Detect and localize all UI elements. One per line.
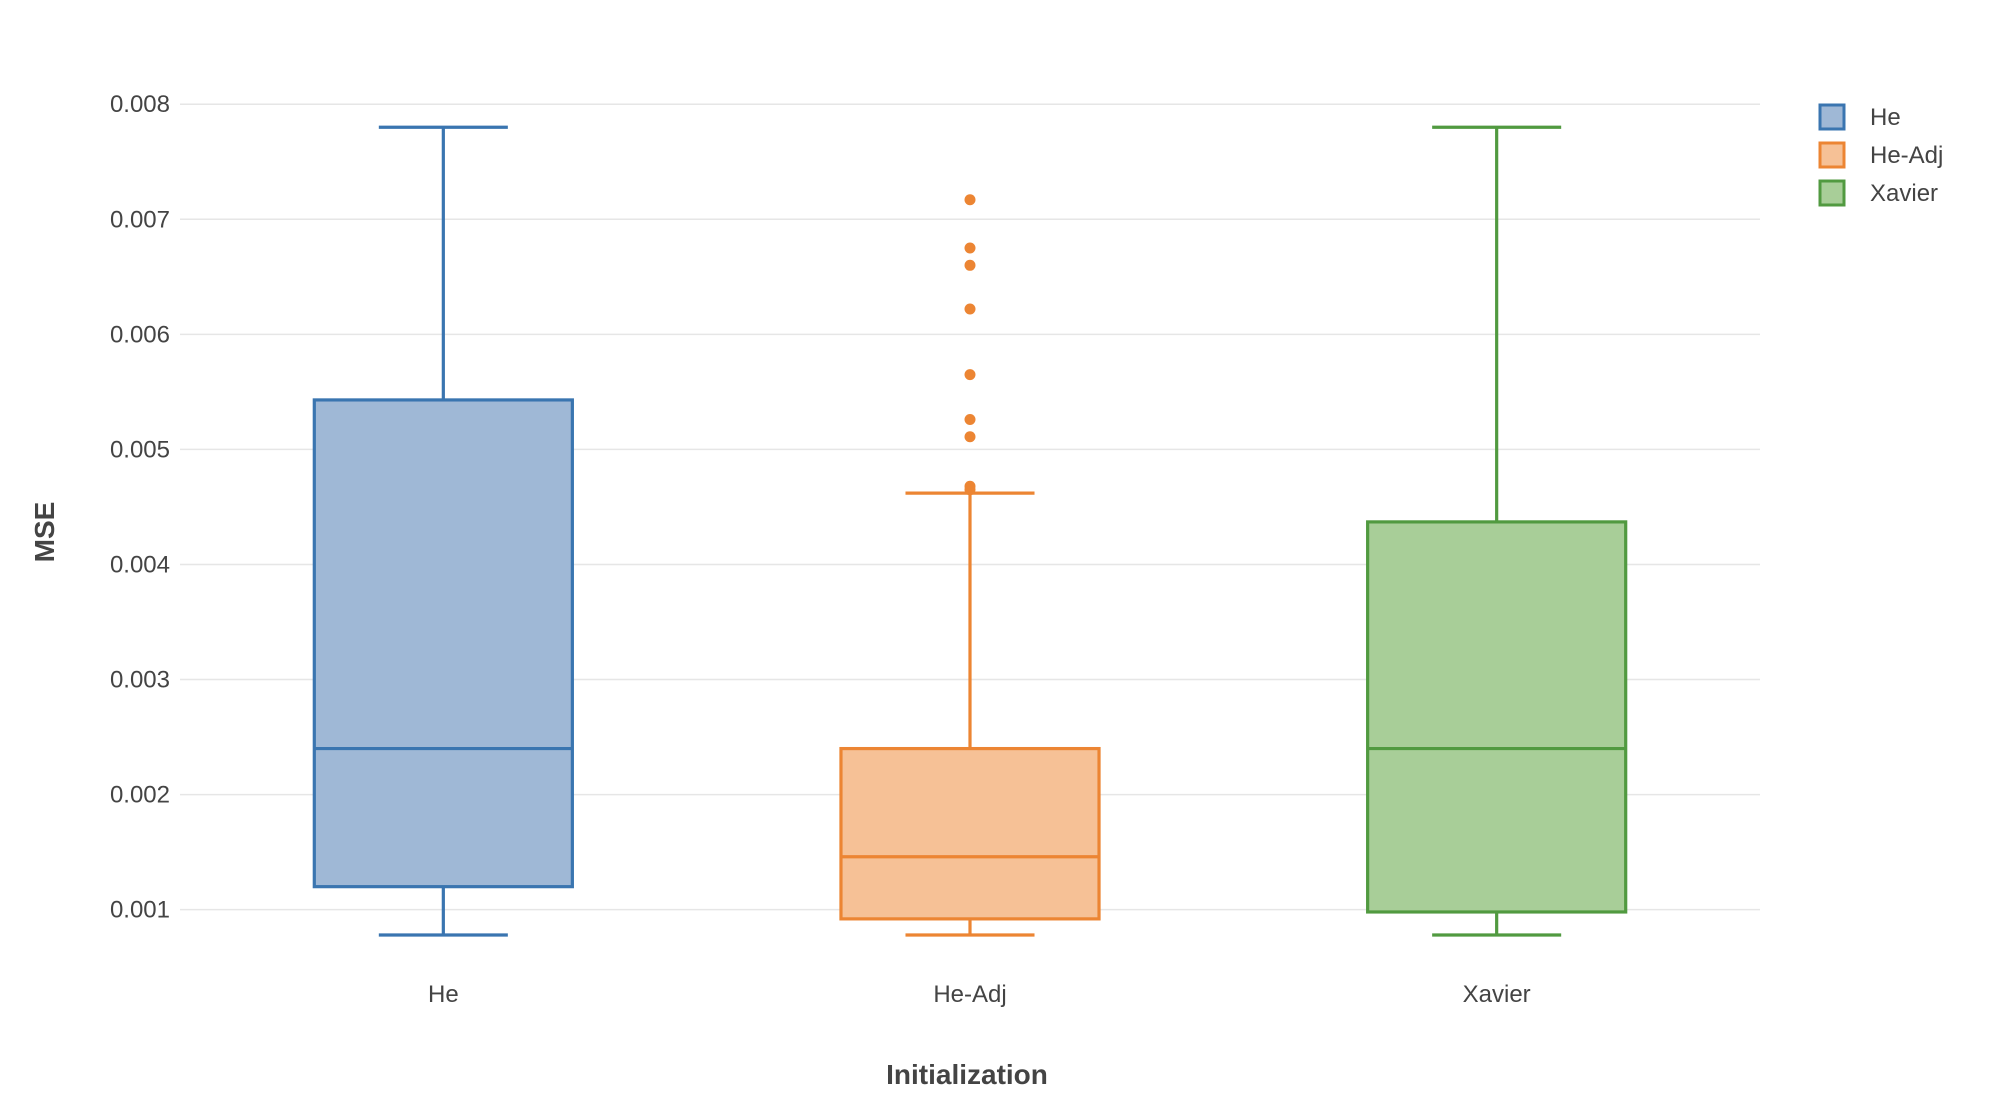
- legend-item-he[interactable]: He: [1818, 103, 1901, 131]
- legend-item-xavier[interactable]: Xavier: [1818, 179, 1938, 207]
- iqr-box: [312, 398, 574, 889]
- legend-label: He-Adj: [1870, 142, 1943, 169]
- outlier-point: [964, 242, 976, 254]
- y-tick-label: 0.006: [110, 321, 170, 348]
- legend-label: Xavier: [1870, 180, 1938, 207]
- y-axis-ticks: 0.001 0.002 0.003 0.004 0.005 0.006 0.007 0.008: [110, 91, 170, 923]
- y-tick-label: 0.008: [110, 91, 170, 118]
- x-tick-label: Xavier: [1463, 981, 1531, 1008]
- legend-swatch: [1818, 103, 1846, 131]
- boxes: [312, 125, 1628, 937]
- x-axis-ticks: He He-Adj Xavier: [428, 981, 1531, 1008]
- y-tick-label: 0.001: [110, 897, 170, 924]
- legend-item-he-adj[interactable]: He-Adj: [1818, 141, 1943, 169]
- outlier-point: [964, 484, 976, 496]
- outlier-point: [964, 413, 976, 425]
- iqr-box: [1366, 520, 1628, 914]
- legend[interactable]: He He-Adj Xavier: [1818, 103, 1943, 207]
- box-he-adj: [839, 194, 1101, 937]
- y-tick-label: 0.003: [110, 667, 170, 694]
- outlier-point: [964, 259, 976, 271]
- outlier-point: [964, 303, 976, 315]
- x-tick-label: He-Adj: [933, 981, 1006, 1008]
- box-he: [312, 125, 574, 937]
- x-axis-title: Initialization: [886, 1059, 1048, 1090]
- legend-label: He: [1870, 104, 1901, 131]
- y-tick-label: 0.005: [110, 436, 170, 463]
- y-tick-label: 0.007: [110, 206, 170, 233]
- y-tick-label: 0.004: [110, 551, 170, 578]
- outlier-point: [964, 194, 976, 206]
- y-tick-label: 0.002: [110, 782, 170, 809]
- outlier-point: [964, 431, 976, 443]
- legend-swatch: [1818, 179, 1846, 207]
- y-axis-title: MSE: [29, 502, 60, 563]
- box-xavier: [1366, 125, 1628, 937]
- iqr-box: [839, 746, 1101, 921]
- outlier-point: [964, 369, 976, 381]
- x-tick-label: He: [428, 981, 459, 1008]
- legend-swatch: [1818, 141, 1846, 169]
